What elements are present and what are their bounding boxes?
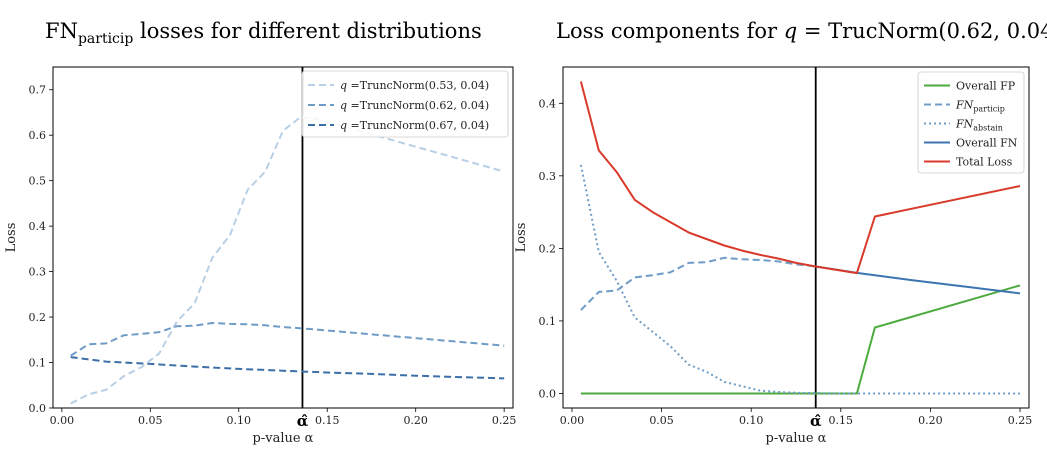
alpha-hat-tick-label: α̂ xyxy=(297,412,309,430)
y-tick-label: 0.4 xyxy=(29,220,47,233)
y-tick-label: 0.1 xyxy=(29,357,47,370)
y-tick-label: 0.6 xyxy=(29,129,47,142)
x-tick-label: 0.15 xyxy=(315,414,340,427)
series-line-1 xyxy=(580,256,816,311)
y-tick-label: 0.0 xyxy=(29,402,47,415)
y-tick-label: 0.1 xyxy=(539,315,557,328)
y-tick-label: 0.2 xyxy=(539,242,557,255)
legend-entry-label: FNparticip xyxy=(955,99,1005,114)
legend-box xyxy=(301,70,509,138)
y-tick-label: 0.2 xyxy=(29,311,47,324)
legend-entry-label: FNabstain xyxy=(955,118,1003,133)
legend-entry-label: q =TruncNorm(0.62, 0.04) xyxy=(340,99,489,112)
y-axis-label: Loss xyxy=(514,223,529,253)
legend-entry-label: Overall FP xyxy=(956,80,1016,93)
y-axis-label: Loss xyxy=(4,223,19,253)
legend: Overall FP FNparticip FNabstain Overall FN T… xyxy=(917,71,1025,174)
legend-entry-label: Total Loss xyxy=(956,156,1013,169)
legend: q =TruncNorm(0.53, 0.04) q =TruncNorm(0.6… xyxy=(301,70,509,138)
legend-entry-label: Overall FN xyxy=(956,137,1018,150)
left-chart-panel: 0.00 0.05 0.10 0.15 0.20 0.25 0.0 0.1 0.2 0.3 0.4 0… xyxy=(4,66,517,446)
legend-entry-label: q =TruncNorm(0.53, 0.04) xyxy=(340,79,489,92)
series-line-2 xyxy=(579,164,1020,395)
series-line-4 xyxy=(579,81,1021,275)
right-panel-title: Loss components for q = TrucNorm(0.62, 0… xyxy=(556,19,1047,43)
series-line-0 xyxy=(580,284,1021,395)
series-line-2 xyxy=(70,356,505,380)
x-tick-label: 0.10 xyxy=(227,414,252,427)
x-tick-label: 0.05 xyxy=(138,414,163,427)
right-chart-panel: 0.00 0.05 0.10 0.15 0.20 0.25 0.0 0.1 0.2 0.3 0.4 α… xyxy=(514,66,1033,446)
x-tick-label: 0.15 xyxy=(829,414,854,427)
legend-entry-label: q =TruncNorm(0.67, 0.04) xyxy=(340,119,489,132)
y-tick-label: 0.4 xyxy=(539,97,557,110)
left-panel-title: FNparticip losses for different distribu… xyxy=(45,19,482,47)
x-tick-label: 0.10 xyxy=(739,414,764,427)
series-line-1 xyxy=(70,322,505,357)
y-tick-label: 0.7 xyxy=(29,84,47,97)
x-tick-label: 0.00 xyxy=(50,414,75,427)
legend-box xyxy=(917,71,1025,174)
axes-frame xyxy=(562,66,1030,409)
series-line-0 xyxy=(70,116,505,405)
y-tick-label: 0.5 xyxy=(29,175,47,188)
x-axis-label: p-value α xyxy=(253,431,314,446)
alpha-hat-tick-label: α̂ xyxy=(810,412,822,430)
x-tick-label: 0.00 xyxy=(560,414,585,427)
y-tick-label: 0.0 xyxy=(539,387,557,400)
x-tick-label: 0.20 xyxy=(918,414,943,427)
x-tick-label: 0.20 xyxy=(403,414,428,427)
x-tick-label: 0.25 xyxy=(1008,414,1033,427)
x-tick-label: 0.05 xyxy=(649,414,674,427)
y-tick-label: 0.3 xyxy=(29,266,47,279)
x-tick-label: 0.25 xyxy=(492,414,517,427)
x-axis-label: p-value α xyxy=(766,431,827,446)
y-tick-label: 0.3 xyxy=(539,170,557,183)
axes-frame xyxy=(52,66,514,409)
